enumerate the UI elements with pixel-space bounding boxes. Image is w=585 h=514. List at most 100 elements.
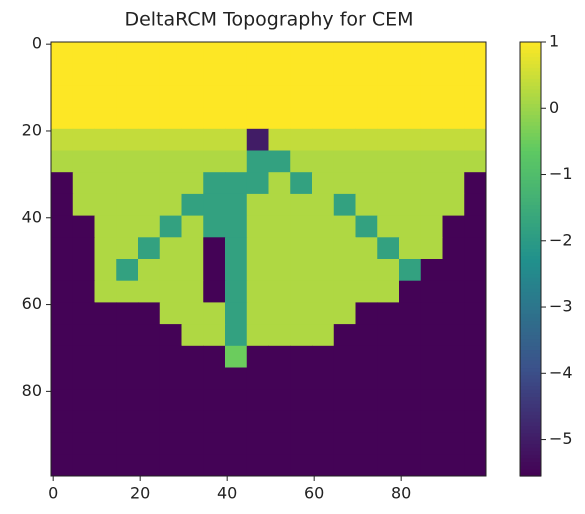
- colorbar-segment: [520, 74, 541, 79]
- colorbar-segment: [520, 418, 541, 423]
- cell: [72, 85, 95, 108]
- cell: [246, 128, 269, 151]
- cell: [268, 259, 291, 282]
- cell: [420, 345, 443, 368]
- cell: [51, 345, 74, 368]
- cell: [225, 63, 248, 86]
- cell: [138, 85, 161, 108]
- cell: [377, 85, 400, 108]
- cell: [116, 172, 139, 195]
- cell: [442, 193, 465, 217]
- cell: [159, 345, 182, 368]
- cell: [181, 345, 204, 368]
- cell: [355, 389, 378, 412]
- cell: [181, 410, 204, 434]
- cell: [94, 259, 117, 282]
- cell: [399, 259, 422, 282]
- cell: [399, 150, 422, 173]
- cell: [290, 172, 313, 195]
- cell: [94, 280, 117, 303]
- cell: [159, 128, 182, 151]
- x-tick-label: 0: [48, 484, 58, 503]
- cell: [94, 454, 117, 477]
- colorbar-segment: [520, 338, 541, 343]
- colorbar-tick-label: −2: [549, 230, 573, 249]
- cell: [399, 193, 422, 217]
- cell: [116, 193, 139, 217]
- cell: [94, 128, 117, 151]
- colorbar-segment: [520, 190, 541, 195]
- cell: [377, 150, 400, 173]
- cell: [246, 454, 269, 477]
- cell: [203, 280, 226, 303]
- cell: [116, 324, 139, 347]
- cell: [377, 193, 400, 217]
- colorbar-segment: [520, 360, 541, 365]
- colorbar-segment: [520, 374, 541, 379]
- cell: [203, 85, 226, 108]
- cell: [225, 389, 248, 412]
- colorbar-tick-label: 0: [549, 98, 559, 117]
- cell: [72, 63, 95, 86]
- cell: [51, 42, 74, 65]
- colorbar-segment: [520, 443, 541, 448]
- colorbar-segment: [520, 230, 541, 235]
- cell: [159, 367, 182, 390]
- cell: [246, 280, 269, 303]
- colorbar-segment: [520, 363, 541, 369]
- cell: [420, 42, 443, 65]
- cell: [268, 237, 291, 260]
- cell: [116, 410, 139, 434]
- cell: [442, 172, 465, 195]
- cell: [94, 85, 117, 108]
- x-tick-label: 40: [217, 484, 237, 503]
- cell: [333, 193, 356, 217]
- colorbar-segment: [520, 309, 541, 314]
- colorbar-segment: [520, 157, 541, 162]
- cell: [138, 259, 161, 282]
- cell: [246, 193, 269, 217]
- cell: [159, 302, 182, 325]
- cell: [399, 454, 422, 477]
- colorbar-segment: [520, 371, 541, 376]
- cell: [268, 215, 291, 238]
- cell: [159, 42, 182, 65]
- colorbar-segment: [520, 168, 541, 173]
- cell: [333, 432, 356, 455]
- cell: [203, 215, 226, 238]
- cell: [420, 324, 443, 347]
- cell: [464, 150, 487, 173]
- cell: [464, 410, 487, 434]
- colorbar-segment: [520, 414, 541, 419]
- colorbar-segment: [520, 208, 541, 213]
- cell: [116, 85, 139, 108]
- colorbar-tick-label: −3: [549, 297, 573, 316]
- cell: [377, 432, 400, 455]
- cell: [399, 345, 422, 368]
- colorbar-segment: [520, 164, 541, 170]
- cell: [464, 128, 487, 151]
- cell: [464, 324, 487, 347]
- x-tick-label: 20: [130, 484, 150, 503]
- colorbar-segment: [520, 193, 541, 199]
- cell: [94, 367, 117, 390]
- cell: [72, 324, 95, 347]
- cell: [72, 42, 95, 65]
- cell: [333, 302, 356, 325]
- cell: [333, 172, 356, 195]
- cell: [246, 85, 269, 108]
- cell: [312, 259, 335, 282]
- colorbar-segment: [520, 121, 541, 126]
- cell: [333, 280, 356, 303]
- cell: [72, 345, 95, 368]
- cell: [464, 172, 487, 195]
- cell: [116, 367, 139, 390]
- colorbar-segment: [520, 273, 541, 278]
- cell: [399, 128, 422, 151]
- colorbar-segment: [520, 244, 541, 249]
- cell: [116, 345, 139, 368]
- cell: [94, 63, 117, 86]
- colorbar-segment: [520, 63, 541, 68]
- cell: [51, 324, 74, 347]
- cell: [377, 367, 400, 390]
